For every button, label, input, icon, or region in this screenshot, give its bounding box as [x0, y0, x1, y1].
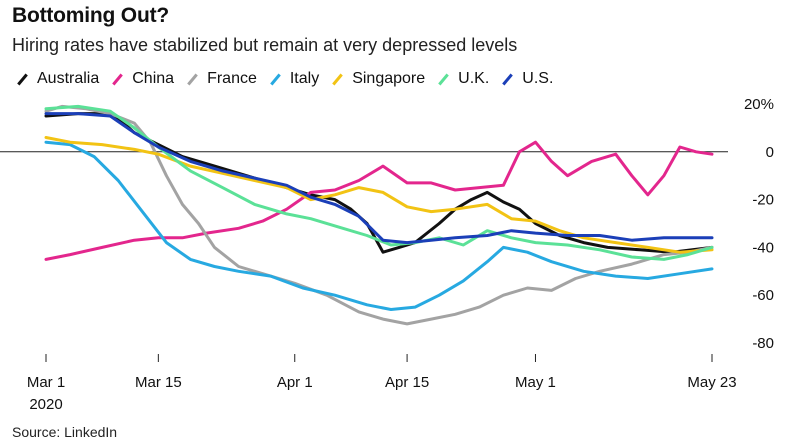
source-note: Source: LinkedIn: [12, 424, 118, 440]
legend-item: France: [186, 70, 257, 88]
y-tick-label: -80: [752, 335, 774, 352]
y-tick-label: 0: [766, 144, 774, 161]
legend-item: China: [111, 70, 174, 88]
legend-label: France: [207, 70, 257, 87]
series-line-u-s: [44, 112, 714, 245]
legend-label: Italy: [289, 70, 320, 87]
series-line-china: [44, 140, 714, 261]
x-tick-label: Apr 1: [277, 374, 313, 391]
y-tick-label: -60: [752, 287, 774, 304]
chart-title: Bottoming Out?: [12, 4, 169, 27]
x-tick-label: May 23: [687, 374, 736, 391]
legend-item: Singapore: [331, 70, 425, 88]
x-tick-label: Apr 15: [385, 374, 429, 391]
legend-label: China: [132, 70, 175, 87]
x-tick-label: Mar 1: [27, 374, 65, 391]
y-tick-label: -20: [752, 192, 774, 209]
series-line-italy: [44, 140, 714, 311]
y-tick-label: -40: [752, 239, 774, 256]
x-tick-label: Mar 15: [135, 374, 182, 391]
legend-label: Australia: [37, 70, 100, 87]
legend-label: U.S.: [522, 70, 554, 87]
chart-subtitle: Hiring rates have stabilized but remain …: [12, 35, 518, 55]
x-tick-sublabel: 2020: [29, 396, 62, 413]
legend-item: Australia: [16, 70, 99, 88]
series-line-singapore: [44, 136, 714, 254]
legend-label: U.K.: [458, 70, 490, 87]
legend-item: U.S.: [501, 70, 553, 88]
legend-item: U.K.: [437, 70, 489, 88]
legend-item: Italy: [269, 70, 319, 88]
legend-label: Singapore: [352, 70, 426, 87]
y-tick-label: 20%: [744, 96, 774, 113]
chart-legend: Australia China France Italy Singapore U.K. U.…: [16, 70, 565, 88]
series-line-australia: [44, 112, 714, 254]
x-tick-label: May 1: [515, 374, 556, 391]
